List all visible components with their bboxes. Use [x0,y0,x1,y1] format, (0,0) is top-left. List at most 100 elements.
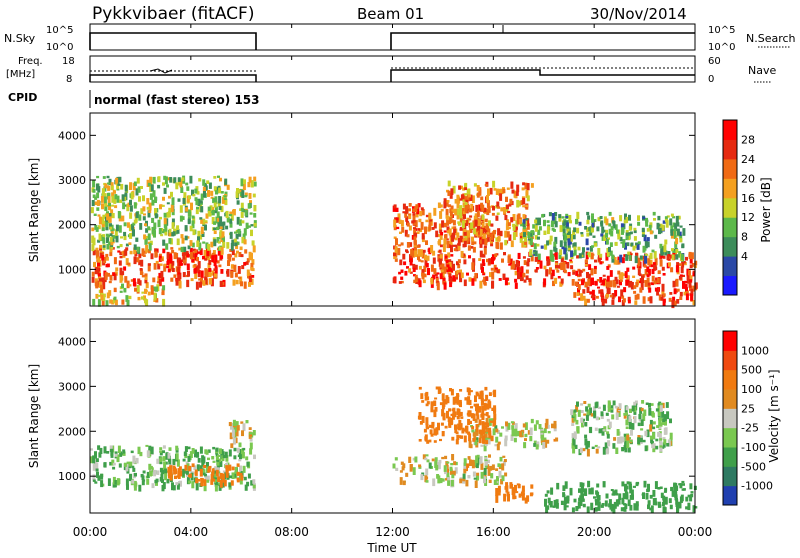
power-cell-region-0 [204,276,208,284]
power-cell-region-5 [460,250,464,258]
velocity-cell-region-6 [470,413,474,419]
velocity-cell-region-7 [689,483,693,490]
power-cell-region-2 [146,206,150,210]
power-ytick-label: 2000 [58,219,86,232]
power-cell-region-7 [635,281,639,288]
power-cell-region-8 [641,227,645,233]
velocity-cell-region-0 [222,470,226,473]
power-cell-region-8 [586,219,590,225]
power-cell-region-4 [432,274,436,280]
power-cell-region-8 [620,223,624,229]
velocity-cell-region-5 [512,493,516,500]
power-cell-region-4 [427,268,430,276]
power-cell-region-2 [143,234,147,240]
velocity-colorbar-tick-label: -100 [741,441,766,454]
power-cell-region-6 [492,205,495,211]
power-cell-region-6 [470,203,474,212]
power-cell-region-6 [522,197,526,205]
velocity-cell-region-8 [576,401,579,407]
velocity-cell-region-8 [610,408,613,411]
power-cell-region-4 [409,254,412,263]
velocity-cell-region-8 [657,403,661,408]
velocity-cell-region-1 [236,471,240,476]
power-cell-region-6 [458,185,462,190]
velocity-cell-region-4 [505,423,509,427]
velocity-cell-region-7 [643,480,647,488]
velocity-cell-region-0 [92,464,96,471]
velocity-cell-region-0 [168,447,172,451]
velocity-cell-region-3 [487,468,491,476]
power-cell-region-6 [459,211,463,219]
velocity-cell-region-3 [498,470,502,478]
power-cell-region-0 [97,262,100,268]
power-cell-region-6 [459,226,463,231]
power-cell-region-0 [126,280,130,289]
velocity-cell-region-2 [249,442,253,450]
velocity-cell-region-1 [177,474,181,479]
power-cell-region-3 [114,299,118,306]
power-cell-region-7 [596,279,600,282]
power-cell-region-2 [108,206,112,211]
velocity-cell-region-6 [429,429,433,435]
power-cell-region-2 [107,196,111,204]
velocity-cell-region-7 [659,486,663,489]
power-cell-region-2 [215,190,218,195]
power-cell-region-2 [124,192,128,201]
power-cell-region-2 [134,216,138,223]
power-cell-region-0 [251,268,255,272]
velocity-cell-region-2 [235,429,239,437]
power-cell-region-2 [239,208,243,211]
power-cell-region-8 [559,249,563,255]
power-cell-region-8 [520,222,524,227]
velocity-cell-region-7 [555,503,559,509]
power-cell-region-4 [637,269,641,276]
velocity-cell-region-6 [419,421,423,425]
power-cell-region-2 [203,182,207,187]
power-cell-region-6 [448,217,452,225]
velocity-cell-region-7 [596,483,600,488]
power-cell-region-0 [107,272,110,277]
velocity-cell-region-0 [236,447,240,453]
power-cell-region-8 [619,254,623,263]
power-cell-region-4 [652,262,656,266]
power-cell-region-2 [154,213,158,219]
velocity-cell-region-8 [658,417,662,421]
power-cell-region-6 [521,187,525,191]
velocity-cell-region-7 [595,499,598,506]
power-cell-region-0 [235,279,239,285]
power-cell-region-5 [416,207,420,215]
power-cell-region-2 [105,222,109,227]
power-cell-region-4 [687,270,691,276]
power-cell-region-4 [576,255,580,259]
velocity-cell-region-7 [601,503,605,506]
power-cell-region-2 [142,195,145,202]
power-cell-region-6 [514,230,518,237]
power-cell-region-5 [419,249,423,257]
power-cell-region-7 [590,295,594,299]
velocity-cell-region-8 [587,403,591,408]
power-cell-region-8 [563,220,567,226]
power-cell-region-2 [244,195,248,198]
power-cell-region-8 [541,214,545,218]
power-cell-region-4 [430,264,434,272]
velocity-cell-region-2 [233,431,237,439]
power-cell-region-6 [466,234,470,242]
velocity-cell-region-8 [571,423,575,426]
velocity-cell-region-8 [585,414,589,421]
velocity-cell-region-6 [489,420,493,423]
power-cell-region-2 [183,192,187,199]
velocity-cell-region-6 [448,418,452,426]
power-cell-region-4 [421,272,425,277]
power-cell-region-1 [189,252,193,260]
power-cell-region-2 [202,223,206,227]
power-cell-region-2 [118,215,122,222]
velocity-colorbar-segment [723,466,737,487]
power-cell-region-6 [495,237,499,242]
power-cell-region-1 [213,268,217,271]
power-cell-region-0 [103,256,107,264]
velocity-cell-region-6 [448,423,452,428]
power-cell-region-7 [623,287,627,293]
power-cell-region-7 [689,285,692,291]
velocity-colorbar-tick-label: 25 [741,402,755,415]
power-cell-region-4 [626,267,630,272]
